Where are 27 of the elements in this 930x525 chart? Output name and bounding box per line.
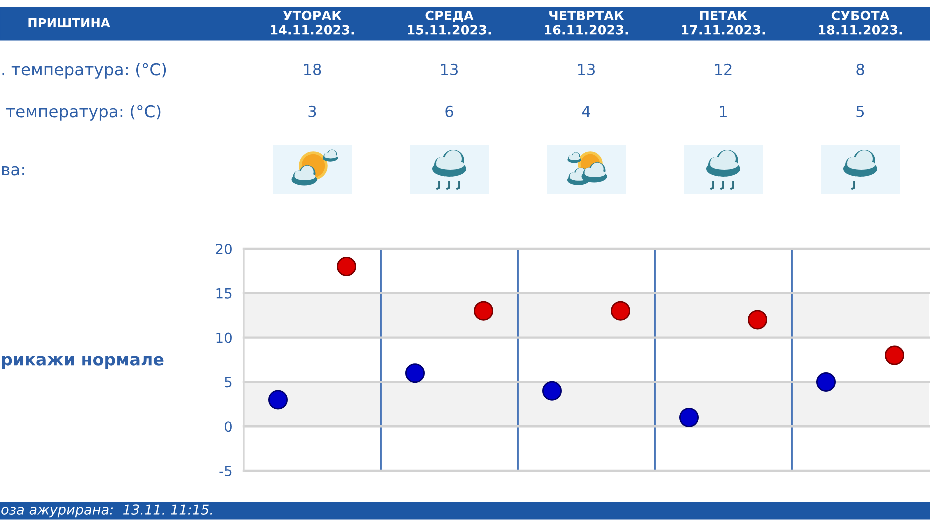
data-label: 13 — [441, 64, 458, 76]
data-label: 4 — [582, 106, 591, 118]
y-tick-label: 10 — [216, 332, 232, 344]
data-label: 1 — [720, 106, 727, 118]
y-tick-label: -5 — [220, 466, 232, 476]
text: ПЕТАК 17.11.2023. — [682, 11, 766, 35]
text: ЧЕТВРТАК 16.11.2023. — [545, 11, 628, 35]
text: ва: — [2, 166, 24, 176]
text: ПРИШТИНА — [28, 18, 110, 28]
y-tick-label: 0 — [224, 422, 232, 432]
text: оза ажурирана: 13.11. 11:15. — [2, 504, 212, 518]
y-tick-label: 5 — [225, 377, 232, 388]
text: СУБОТА 18.11.2023. — [819, 10, 902, 35]
text: УТОРАК 14.11.2023. — [271, 10, 354, 35]
data-label: 3 — [308, 106, 316, 118]
text: температура: (°C) — [6, 105, 161, 121]
data-label: 18 — [304, 64, 322, 76]
data-label: 13 — [578, 64, 595, 76]
text: СРЕДА 15.11.2023. — [408, 10, 492, 35]
text: рикажи нормале — [2, 356, 164, 370]
data-label: 12 — [715, 64, 732, 76]
y-tick-label: 15 — [216, 288, 232, 299]
y-tick-label: 20 — [216, 244, 232, 254]
data-label: 5 — [856, 106, 864, 118]
data-label: 6 — [446, 106, 454, 118]
text: . температура: (°C) — [2, 63, 166, 79]
data-label: 8 — [856, 64, 864, 76]
